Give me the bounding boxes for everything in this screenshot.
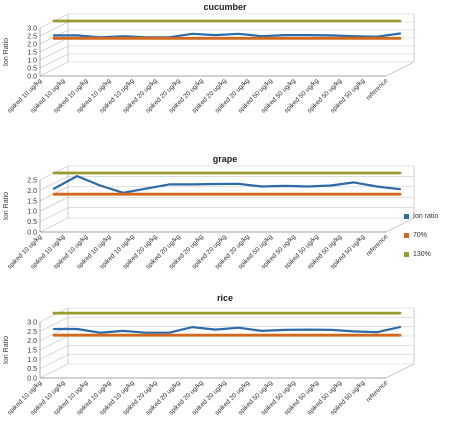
side-wall-line-1-4 bbox=[39, 176, 69, 191]
legend-label-70: 70% bbox=[413, 231, 428, 239]
y-tick-label-2-3: 1.5 bbox=[27, 348, 37, 355]
y-tick-label-0-4: 2.0 bbox=[27, 42, 37, 49]
y-axis-label-2: Ion Ratio bbox=[3, 336, 10, 364]
y-tick-label-2-6: 3.0 bbox=[27, 320, 37, 327]
legend-swatch-70 bbox=[404, 232, 409, 238]
chart-legend: Ion ratio 70% 130% bbox=[404, 210, 451, 267]
y-tick-label-0-6: 3.0 bbox=[27, 26, 37, 33]
y-tick-label-0-1: 0.5 bbox=[27, 66, 37, 73]
y-axis-label-1: Ion Ratio bbox=[3, 192, 10, 220]
y-tick-label-1-1: 0.5 bbox=[27, 219, 37, 226]
x-tick-label-2-15: reference bbox=[365, 379, 390, 404]
side-wall-line-0-3 bbox=[39, 37, 69, 53]
chart-title-0: cucumber bbox=[203, 2, 247, 12]
y-tick-label-0-0: 0.0 bbox=[27, 74, 37, 81]
y-tick-label-1-2: 1.0 bbox=[27, 209, 37, 216]
series-line-ion_ratio-2 bbox=[52, 326, 402, 334]
side-wall-line-2-6 bbox=[39, 307, 69, 323]
side-wall-line-2-0 bbox=[39, 363, 69, 379]
legend-swatch-130 bbox=[404, 251, 409, 257]
legend-item-ion-ratio: Ion ratio bbox=[404, 210, 451, 222]
legend-item-70: 70% bbox=[404, 229, 451, 241]
legend-item-130: 130% bbox=[404, 248, 451, 260]
side-wall-line-0-0 bbox=[39, 61, 69, 77]
y-tick-label-1-4: 2.0 bbox=[27, 188, 37, 195]
y-tick-label-2-1: 0.5 bbox=[27, 366, 37, 373]
legend-label-ion-ratio: Ion ratio bbox=[413, 212, 439, 220]
side-wall-line-0-5 bbox=[39, 21, 69, 37]
floor-right-edge-2 bbox=[385, 363, 415, 379]
y-tick-label-0-3: 1.5 bbox=[27, 50, 37, 57]
side-wall-line-2-2 bbox=[39, 345, 69, 360]
side-wall-line-2-1 bbox=[39, 354, 69, 369]
series-line-ion_ratio-1 bbox=[52, 175, 402, 194]
y-tick-label-1-0: 0.0 bbox=[27, 230, 37, 237]
y-tick-label-0-5: 2.5 bbox=[27, 34, 37, 41]
side-wall-line-2-3 bbox=[39, 335, 69, 351]
chart-title-1: grape bbox=[213, 154, 238, 164]
y-tick-label-2-4: 2.0 bbox=[27, 338, 37, 345]
side-wall-line-1-0 bbox=[39, 217, 69, 233]
y-tick-label-2-0: 0.0 bbox=[27, 376, 37, 383]
side-wall-line-1-2 bbox=[39, 196, 69, 212]
legend-swatch-ion-ratio bbox=[404, 213, 409, 219]
side-wall-line-2-5 bbox=[39, 317, 69, 332]
y-tick-label-2-5: 2.5 bbox=[27, 329, 37, 336]
y-tick-label-2-2: 1.0 bbox=[27, 357, 37, 364]
y-tick-label-1-3: 1.5 bbox=[27, 198, 37, 205]
legend-label-130: 130% bbox=[413, 250, 431, 258]
floor-right-edge-0 bbox=[385, 61, 415, 77]
series-line-ion_ratio-0 bbox=[52, 32, 402, 39]
chart-title-2: rice bbox=[217, 293, 233, 303]
side-wall-line-0-2 bbox=[39, 45, 69, 61]
x-tick-label-1-15: reference bbox=[365, 233, 390, 258]
y-tick-label-0-2: 1.0 bbox=[27, 58, 37, 65]
floor-right-edge-1 bbox=[385, 217, 415, 233]
y-tick-label-1-5: 2.5 bbox=[27, 178, 37, 185]
y-axis-label-0: Ion Ratio bbox=[3, 38, 10, 66]
side-wall-line-1-1 bbox=[39, 207, 69, 222]
side-wall-line-0-1 bbox=[39, 53, 69, 69]
x-tick-label-0-15: reference bbox=[365, 77, 390, 102]
